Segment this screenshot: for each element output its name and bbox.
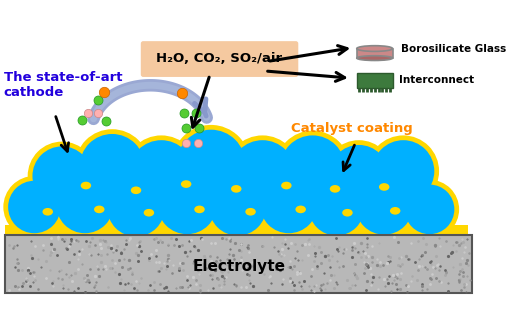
Circle shape: [329, 145, 388, 204]
Circle shape: [8, 181, 60, 233]
Circle shape: [56, 176, 114, 233]
Circle shape: [356, 177, 413, 235]
Ellipse shape: [231, 185, 241, 193]
Circle shape: [260, 176, 317, 233]
Circle shape: [304, 176, 369, 240]
Ellipse shape: [281, 182, 292, 189]
Bar: [357, 49, 392, 58]
Circle shape: [108, 179, 164, 237]
Ellipse shape: [357, 46, 392, 51]
FancyBboxPatch shape: [141, 41, 298, 77]
Circle shape: [75, 129, 149, 204]
Circle shape: [33, 146, 92, 205]
Text: The state-of-art
cathode: The state-of-art cathode: [4, 71, 123, 99]
Text: H₂O, CO₂, SO₂/air: H₂O, CO₂, SO₂/air: [157, 52, 283, 65]
Ellipse shape: [245, 208, 256, 216]
Ellipse shape: [81, 182, 91, 189]
Circle shape: [368, 135, 439, 207]
Ellipse shape: [131, 186, 141, 194]
Circle shape: [372, 140, 434, 202]
Circle shape: [177, 130, 245, 198]
Circle shape: [172, 125, 250, 203]
Ellipse shape: [342, 209, 353, 217]
Circle shape: [405, 184, 454, 234]
Circle shape: [255, 171, 322, 238]
Ellipse shape: [94, 205, 104, 213]
Circle shape: [3, 176, 65, 238]
Circle shape: [325, 140, 393, 209]
Circle shape: [280, 135, 345, 200]
Ellipse shape: [330, 185, 340, 193]
Circle shape: [158, 175, 217, 234]
Circle shape: [52, 171, 118, 238]
Text: Borosilicate Glass: Borosilicate Glass: [401, 44, 506, 53]
Circle shape: [102, 175, 170, 241]
Circle shape: [400, 180, 459, 239]
Bar: [5, 235, 473, 293]
Circle shape: [204, 174, 271, 240]
Circle shape: [225, 135, 300, 210]
Ellipse shape: [194, 205, 205, 213]
Ellipse shape: [144, 209, 154, 217]
Text: Interconnect: Interconnect: [399, 74, 474, 85]
Ellipse shape: [357, 56, 392, 61]
Bar: [5, 225, 468, 238]
Circle shape: [276, 131, 350, 205]
Circle shape: [309, 180, 364, 236]
Ellipse shape: [390, 207, 401, 215]
Text: Catalyst coating: Catalyst coating: [291, 122, 413, 135]
Circle shape: [230, 140, 295, 205]
Circle shape: [351, 173, 418, 239]
Ellipse shape: [181, 180, 191, 188]
Text: Electrolyte: Electrolyte: [192, 259, 285, 274]
Circle shape: [153, 170, 221, 239]
Ellipse shape: [295, 205, 306, 213]
Circle shape: [28, 142, 96, 210]
Circle shape: [129, 140, 194, 205]
Circle shape: [209, 178, 266, 236]
Ellipse shape: [379, 183, 389, 191]
Ellipse shape: [42, 208, 53, 216]
Circle shape: [124, 135, 199, 210]
Circle shape: [80, 134, 145, 199]
Bar: [357, 73, 392, 88]
